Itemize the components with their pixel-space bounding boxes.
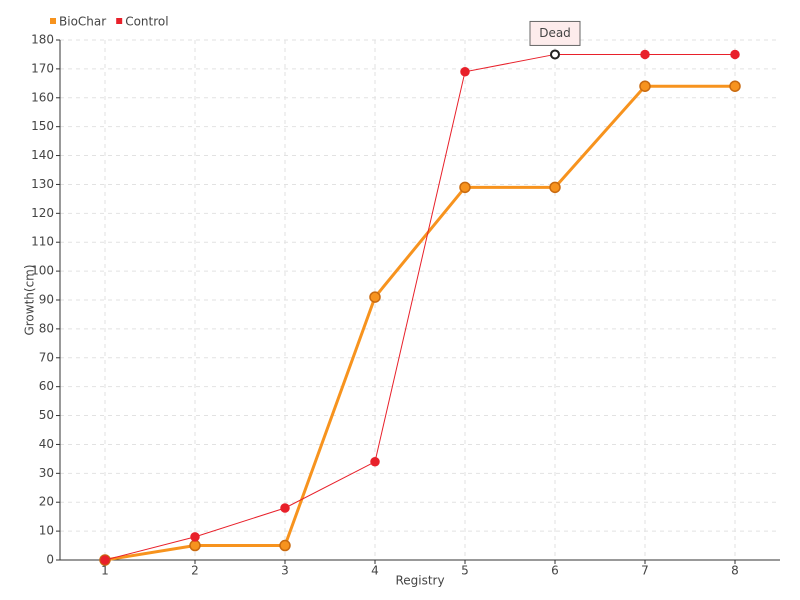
x-tick-label: 3	[281, 564, 289, 578]
y-tick-label: 70	[39, 350, 54, 364]
y-tick-label: 30	[39, 466, 54, 480]
y-tick-label: 170	[31, 61, 54, 75]
x-tick-label: 2	[191, 564, 199, 578]
y-tick-label: 20	[39, 495, 54, 509]
y-tick-label: 40	[39, 437, 54, 451]
y-tick-label: 90	[39, 293, 54, 307]
data-point	[639, 80, 651, 92]
y-tick-label: 80	[39, 321, 54, 335]
y-tick-label: 100	[31, 264, 54, 278]
x-axis-label: Registry	[395, 574, 444, 588]
data-point	[460, 67, 470, 77]
annotation-box	[529, 20, 581, 46]
x-tick-label: 1	[101, 564, 109, 578]
data-point	[640, 49, 650, 60]
y-axis-label: Growth(cm)	[23, 264, 37, 335]
y-tick-label: 160	[31, 90, 54, 104]
data-point	[550, 49, 560, 60]
y-tick-label: 110	[31, 235, 54, 249]
data-point	[279, 539, 291, 552]
data-point	[729, 80, 741, 92]
data-point	[190, 532, 200, 542]
y-tick-label: 130	[31, 177, 54, 191]
data-point	[459, 181, 471, 194]
y-tick-label: 10	[39, 524, 54, 538]
x-tick-label: 8	[731, 564, 739, 578]
x-tick-label: 7	[641, 564, 649, 578]
data-point	[280, 503, 290, 513]
y-tick-label: 140	[31, 148, 54, 162]
data-point	[370, 457, 380, 467]
x-tick-label: 5	[461, 564, 469, 578]
legend-label: Control	[125, 15, 168, 29]
y-tick-label: 150	[31, 119, 54, 133]
series-line	[104, 84, 735, 562]
legend-swatch	[50, 18, 56, 24]
legend-swatch	[116, 18, 123, 24]
y-tick-label: 180	[31, 33, 54, 47]
y-tick-label: 60	[39, 379, 54, 393]
y-tick-label: 0	[46, 553, 54, 567]
annotation: Dead	[539, 26, 571, 40]
data-point	[189, 539, 201, 552]
y-tick-label: 120	[31, 206, 54, 220]
data-point	[369, 291, 381, 303]
data-point	[100, 555, 110, 565]
x-tick-label: 6	[551, 564, 559, 578]
data-point	[730, 49, 740, 60]
x-tick-label: 4	[371, 564, 379, 578]
y-tick-label: 50	[39, 408, 54, 422]
legend-label: BioChar	[59, 15, 106, 29]
series-line	[104, 53, 735, 561]
data-point	[549, 181, 561, 194]
